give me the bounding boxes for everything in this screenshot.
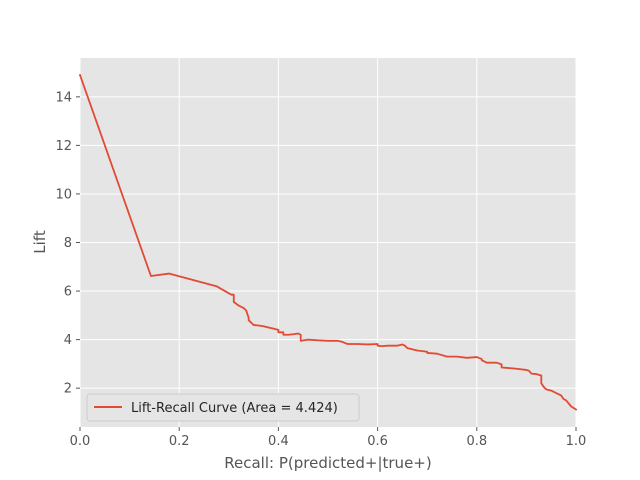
y-axis-label: Lift <box>31 230 49 254</box>
y-tick-label: 6 <box>64 285 72 300</box>
y-tick-label: 14 <box>55 90 72 105</box>
series-lines <box>78 73 578 411</box>
x-tick-label: 0.2 <box>169 434 190 449</box>
x-tick-label: 0.4 <box>268 434 289 449</box>
x-tick-label: 0.6 <box>367 434 388 449</box>
x-tick-label: 1.0 <box>566 434 587 449</box>
legend: Lift-Recall Curve (Area = 4.424) <box>86 393 360 422</box>
tick-labels: 0.0 0.2 0.4 0.6 0.8 1.0 2 4 6 8 10 12 14 <box>55 90 586 449</box>
tick-marks <box>76 96 577 431</box>
x-tick-label: 0.0 <box>70 434 91 449</box>
y-tick-label: 10 <box>55 187 72 202</box>
y-tick-label: 8 <box>64 236 72 251</box>
x-axis-label: Recall: P(predicted+|true+) <box>224 454 431 472</box>
y-tick-label: 12 <box>55 139 72 154</box>
x-tick-label: 0.8 <box>466 434 487 449</box>
series-line-lift-recall <box>78 73 578 411</box>
y-tick-label: 2 <box>64 382 72 397</box>
y-tick-label: 4 <box>64 333 72 348</box>
legend-box <box>86 393 360 422</box>
legend-label: Lift-Recall Curve (Area = 4.424) <box>131 401 338 416</box>
grid-lines <box>79 58 577 427</box>
